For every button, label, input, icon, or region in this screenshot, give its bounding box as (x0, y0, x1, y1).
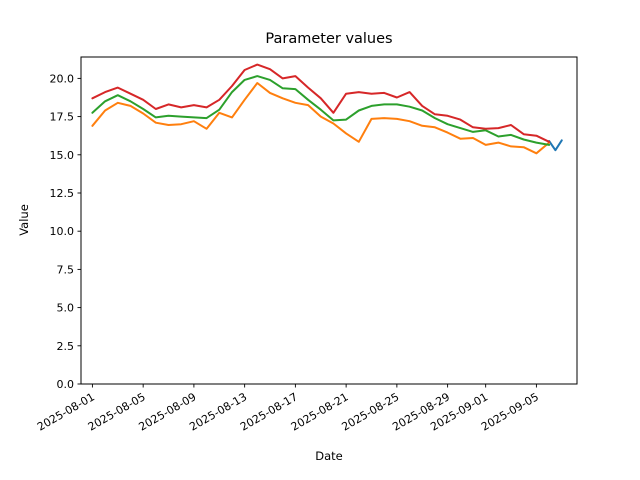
series-green-line (91, 75, 551, 146)
y-tick-label: 5.0 (57, 302, 75, 315)
y-tick-label: 12.5 (50, 187, 75, 200)
y-tick-label: 15.0 (50, 149, 75, 162)
y-tick-label: 20.0 (50, 72, 75, 85)
x-axis-label: Date (315, 449, 343, 463)
series-blue-line (548, 139, 563, 152)
plot-border (80, 56, 578, 385)
x-tick-label: 2025-09-05 (479, 390, 541, 433)
y-tick-label: 17.5 (50, 111, 75, 124)
y-tick-label: 7.5 (57, 263, 75, 276)
series-orange-line (91, 82, 551, 155)
y-tick-label: 2.5 (57, 340, 75, 353)
chart-title: Parameter values (265, 31, 393, 47)
y-tick-label: 0.0 (57, 378, 75, 391)
y-tick-label: 10.0 (50, 225, 75, 238)
series-red-line (91, 63, 551, 143)
